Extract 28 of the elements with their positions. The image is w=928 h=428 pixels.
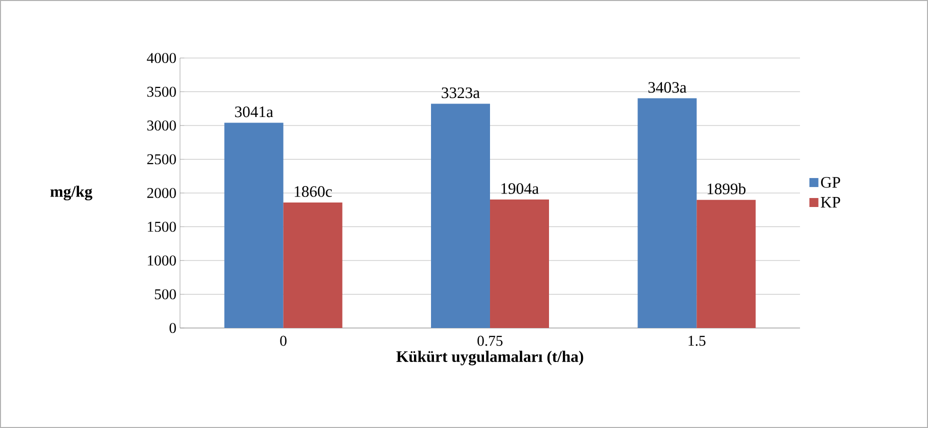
x-tick-label: 0.75 (477, 336, 503, 346)
data-label: 1899b (708, 183, 746, 194)
y-tick-label: 2500 (147, 154, 176, 164)
legend-label: GP (821, 177, 840, 188)
y-tick-label: 1000 (148, 255, 176, 266)
bar (696, 200, 756, 328)
legend-label: KP (820, 197, 840, 208)
bar (283, 202, 342, 328)
bar (431, 104, 490, 328)
x-tick-label: 0 (280, 336, 287, 346)
data-label: 3323a (442, 87, 480, 98)
x-axis-title: Kükürt uygulamaları (t/ha) (396, 350, 584, 366)
y-tick-label: 500 (154, 289, 176, 300)
y-tick-label: 3500 (147, 86, 176, 97)
data-label: 1860c (294, 186, 332, 197)
y-tick-label: 3000 (147, 120, 176, 131)
y-tick-label: 1500 (148, 222, 176, 232)
y-tick-label: 4000 (146, 52, 176, 64)
x-tick-label: 1.5 (688, 336, 706, 346)
bar (224, 122, 284, 328)
bar (638, 98, 697, 328)
y-axis-title: mg/kg (50, 186, 92, 200)
data-label: 3041a (235, 106, 274, 118)
y-tick-label: 0 (170, 322, 176, 334)
data-label: 3403a (648, 82, 686, 93)
bar (490, 199, 550, 328)
y-tick-label: 2000 (147, 188, 176, 198)
data-label: 1904a (501, 183, 539, 194)
